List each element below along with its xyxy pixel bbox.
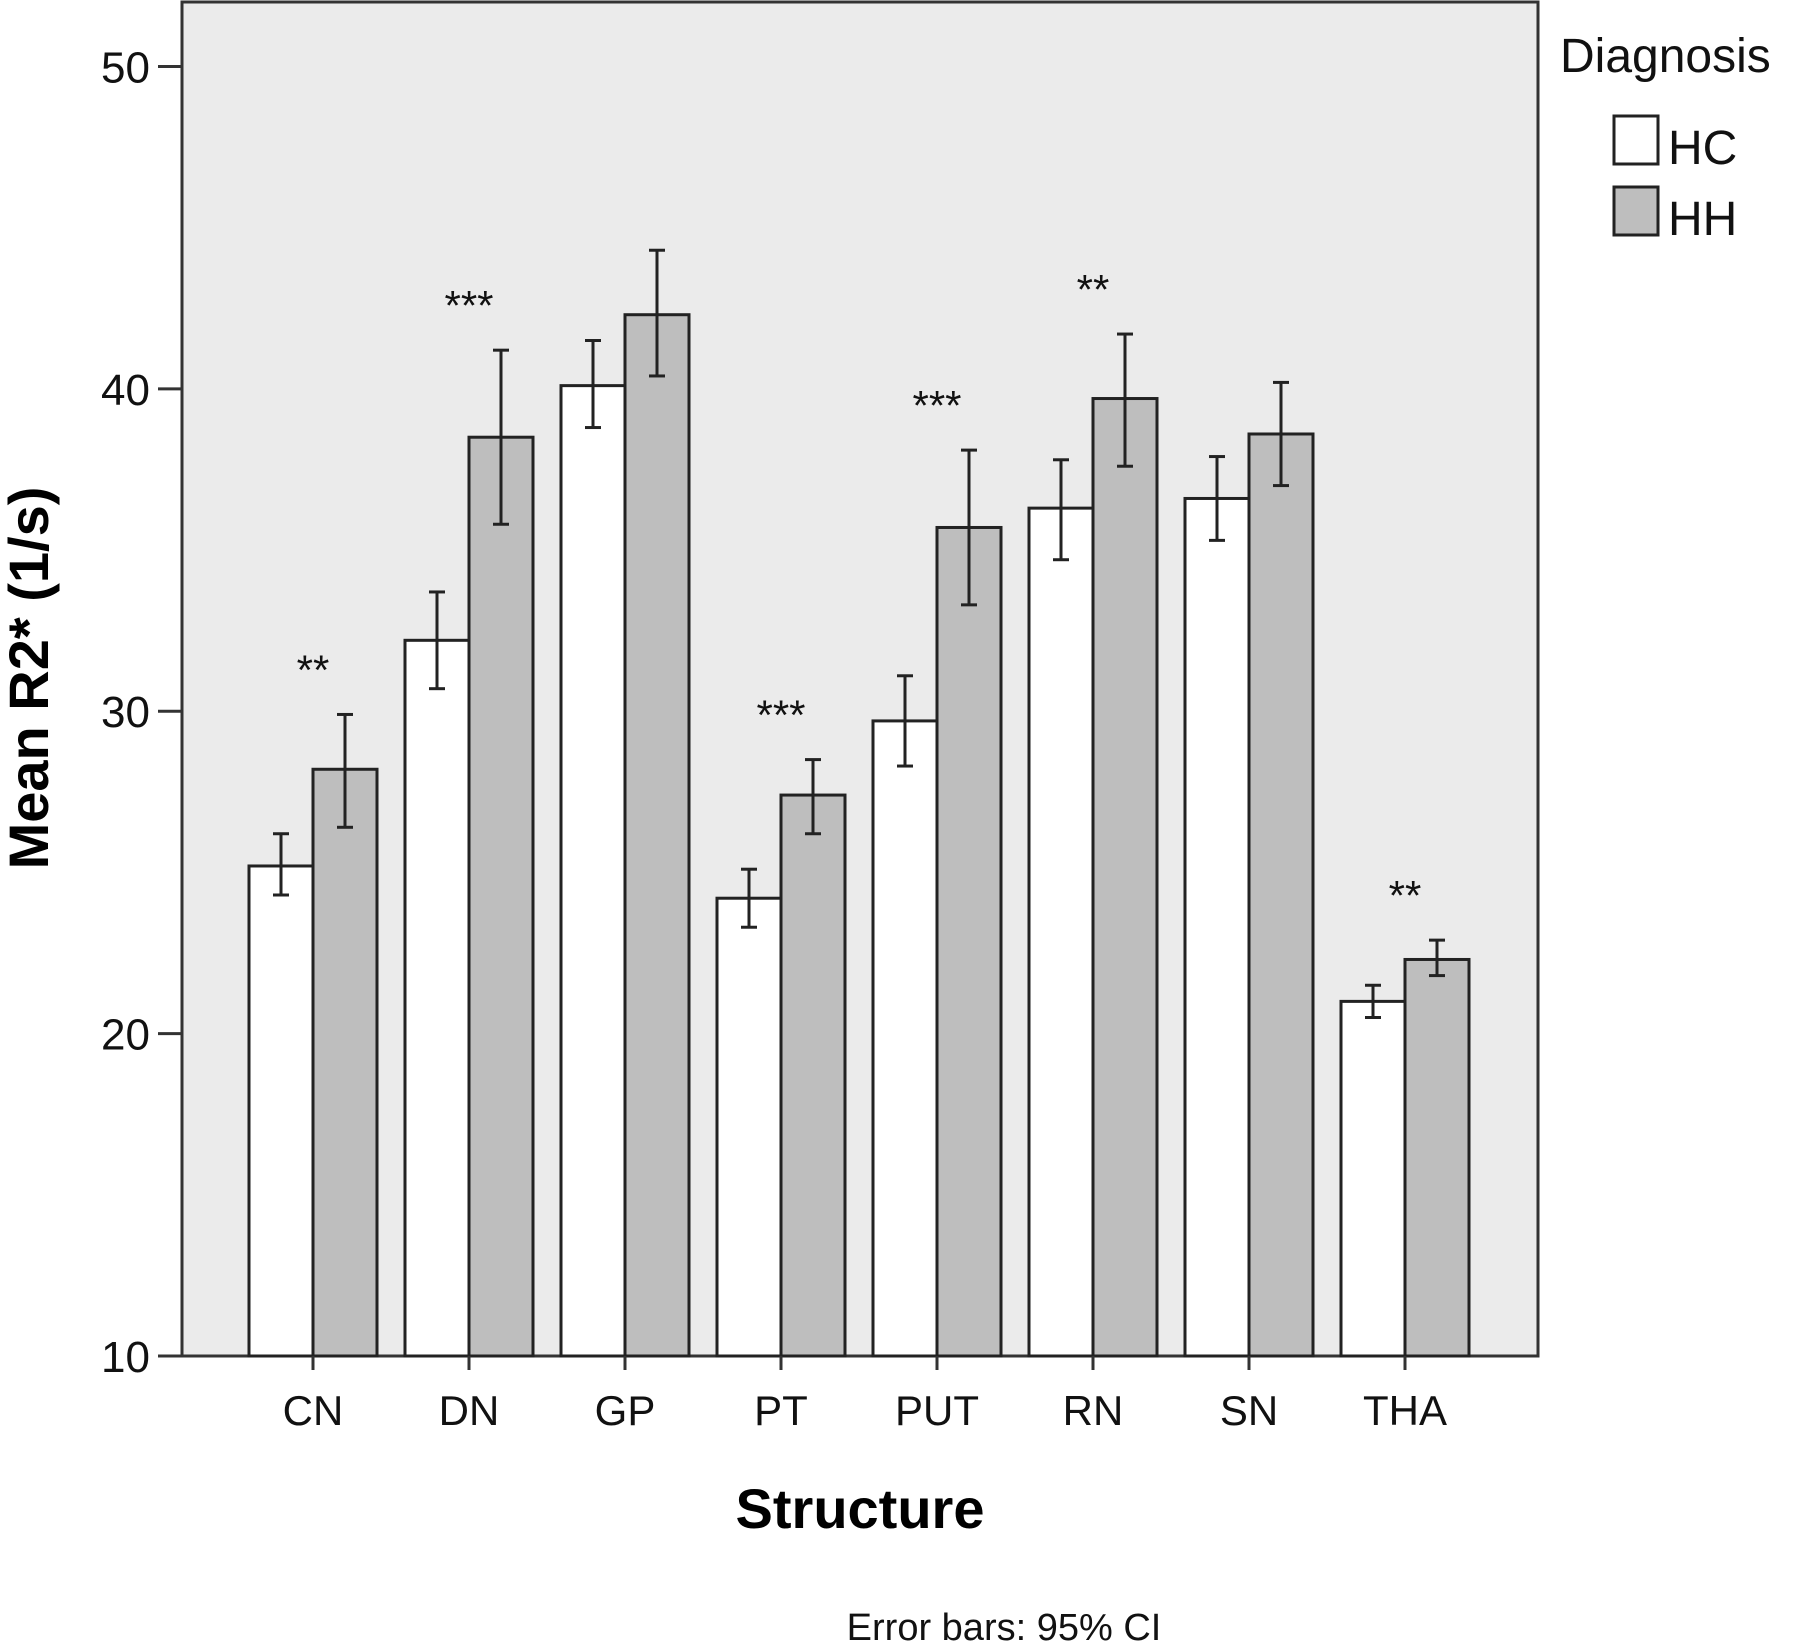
x-tick-label-cn: CN [283,1387,344,1434]
error-bar-hh-dn [493,348,509,526]
bar-hh-cn [311,767,379,1358]
bar-hc-sn [1183,496,1251,1358]
bar-hh-gp [623,313,691,1358]
error-bar-hh-tha [1429,938,1445,978]
error-bar-hc-gp [585,339,601,430]
bar-hh-tha [1403,957,1471,1358]
significance-rn: ** [1077,266,1110,313]
bar-hc-tha [1339,999,1407,1358]
bar-hh-rn [1091,397,1159,1358]
error-bar-hh-sn [1273,380,1289,488]
significance-put: *** [912,382,961,429]
error-bars-layer [273,248,1445,1019]
y-axis-title: Mean R2* (1/s) [0,487,60,870]
error-bar-hc-tha [1365,983,1381,1019]
legend-swatch-hh [1612,185,1660,237]
significance-cn: ** [297,646,330,693]
legend-swatch-hc [1612,114,1660,166]
x-axis-title: Structure [736,1477,985,1540]
plot-background [180,0,1540,1358]
significance-tha: ** [1389,872,1422,919]
x-tick-label-dn: DN [439,1387,500,1434]
y-axis: 10 20 30 40 50 [101,2,184,1382]
bar-hh-pt [779,793,847,1358]
bar-hc-cn [247,864,315,1358]
y-tick-label-10: 10 [101,1333,150,1382]
x-tick-label-tha: THA [1363,1387,1447,1434]
bar-hh-put [935,525,1003,1358]
error-bar-hh-cn [337,712,353,829]
bar-hh-dn [467,435,535,1358]
significance-pt: *** [756,692,805,739]
y-tick-label-50: 50 [101,43,150,92]
x-axis: CN DN GP PT PUT RN SN THA [283,1356,1447,1434]
error-bar-hc-dn [429,590,445,691]
x-tick-label-put: PUT [895,1387,979,1434]
x-tick-label-rn: RN [1063,1387,1124,1434]
error-bar-hc-pt [741,867,757,929]
legend-label-hh: HH [1668,193,1737,246]
legend-title: Diagnosis [1560,30,1771,83]
significance-layer: *************** [297,266,1422,919]
error-bar-hh-pt [805,758,821,836]
y-tick-label-30: 30 [101,688,150,737]
bars-layer [247,313,1471,1358]
legend: Diagnosis HC HH [1560,30,1771,246]
bar-hc-dn [403,638,471,1358]
y-tick-label-40: 40 [101,366,150,415]
legend-label-hc: HC [1668,122,1737,175]
bar-hc-rn [1027,506,1095,1358]
y-tick-label-20: 20 [101,1011,150,1060]
x-tick-label-gp: GP [595,1387,656,1434]
error-bar-hh-gp [649,248,665,378]
error-bar-note: Error bars: 95% CI [847,1607,1162,1647]
x-tick-label-pt: PT [754,1387,808,1434]
error-bar-hh-rn [1117,332,1133,468]
bar-hc-put [871,719,939,1358]
bar-hc-gp [559,384,627,1358]
error-bar-hc-rn [1053,458,1069,562]
error-bar-hc-cn [273,832,289,897]
bar-hc-pt [715,896,783,1358]
significance-dn: *** [444,282,493,329]
x-tick-label-sn: SN [1220,1387,1278,1434]
error-bar-hc-sn [1209,455,1225,542]
bar-hh-sn [1247,432,1315,1358]
error-bar-hc-put [897,674,913,768]
error-bar-hh-put [961,448,977,607]
